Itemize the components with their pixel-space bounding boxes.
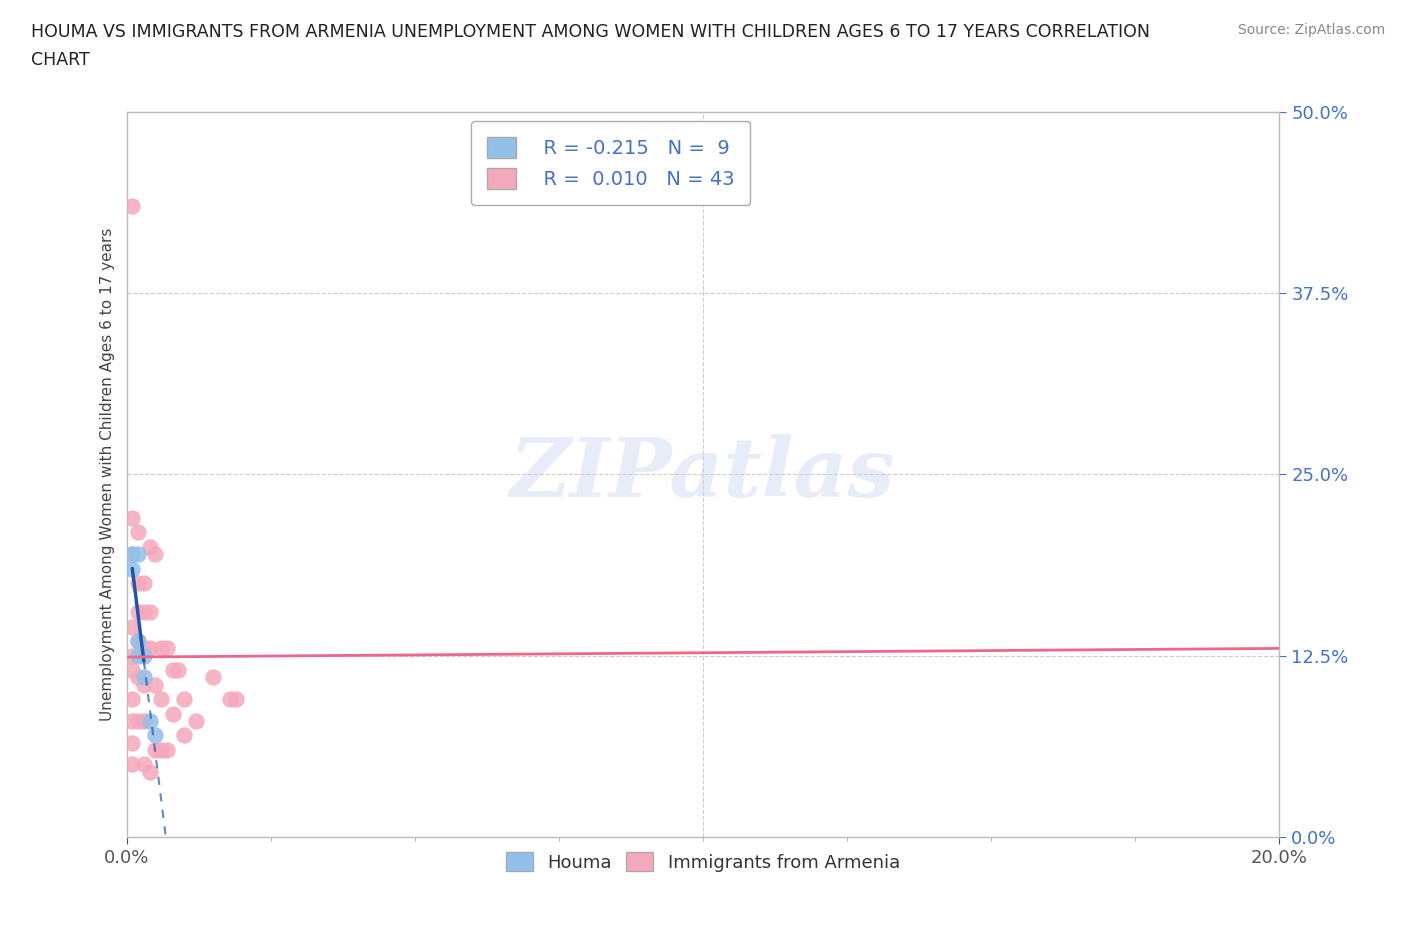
- Point: [127, 525, 149, 539]
- Point: [162, 706, 184, 721]
- Point: [150, 641, 173, 656]
- Point: [138, 641, 160, 656]
- Point: [121, 663, 143, 678]
- Point: [162, 663, 184, 678]
- Point: [121, 692, 143, 707]
- Point: [127, 547, 149, 562]
- Point: [132, 670, 155, 684]
- Y-axis label: Unemployment Among Women with Children Ages 6 to 17 years: Unemployment Among Women with Children A…: [100, 228, 115, 721]
- Text: ZIPatlas: ZIPatlas: [510, 434, 896, 514]
- Point: [132, 757, 155, 772]
- Point: [121, 736, 143, 751]
- Point: [138, 539, 160, 554]
- Point: [156, 742, 179, 757]
- Point: [121, 547, 143, 562]
- Point: [132, 641, 155, 656]
- Point: [132, 677, 155, 692]
- Point: [156, 641, 179, 656]
- Point: [173, 692, 195, 707]
- Point: [138, 713, 160, 728]
- Legend: Houma, Immigrants from Armenia: Houma, Immigrants from Armenia: [499, 845, 907, 879]
- Text: HOUMA VS IMMIGRANTS FROM ARMENIA UNEMPLOYMENT AMONG WOMEN WITH CHILDREN AGES 6 T: HOUMA VS IMMIGRANTS FROM ARMENIA UNEMPLO…: [31, 23, 1150, 41]
- Point: [127, 604, 149, 619]
- Point: [138, 604, 160, 619]
- Point: [121, 511, 143, 525]
- Point: [132, 576, 155, 591]
- Point: [127, 648, 149, 663]
- Point: [184, 713, 207, 728]
- Point: [127, 670, 149, 684]
- Point: [132, 713, 155, 728]
- Point: [145, 728, 166, 743]
- Point: [167, 663, 190, 678]
- Point: [202, 670, 225, 684]
- Point: [150, 692, 173, 707]
- Point: [127, 713, 149, 728]
- Point: [145, 742, 166, 757]
- Point: [132, 648, 155, 663]
- Point: [121, 713, 143, 728]
- Point: [121, 198, 143, 213]
- Text: CHART: CHART: [31, 51, 90, 69]
- Point: [121, 547, 143, 562]
- Point: [225, 692, 247, 707]
- Point: [121, 757, 143, 772]
- Point: [127, 576, 149, 591]
- Point: [121, 561, 143, 576]
- Point: [127, 633, 149, 648]
- Point: [173, 728, 195, 743]
- Text: Source: ZipAtlas.com: Source: ZipAtlas.com: [1237, 23, 1385, 37]
- Point: [138, 764, 160, 779]
- Point: [145, 677, 166, 692]
- Point: [145, 547, 166, 562]
- Point: [132, 604, 155, 619]
- Point: [127, 633, 149, 648]
- Point: [150, 742, 173, 757]
- Point: [121, 648, 143, 663]
- Point: [121, 619, 143, 634]
- Point: [219, 692, 242, 707]
